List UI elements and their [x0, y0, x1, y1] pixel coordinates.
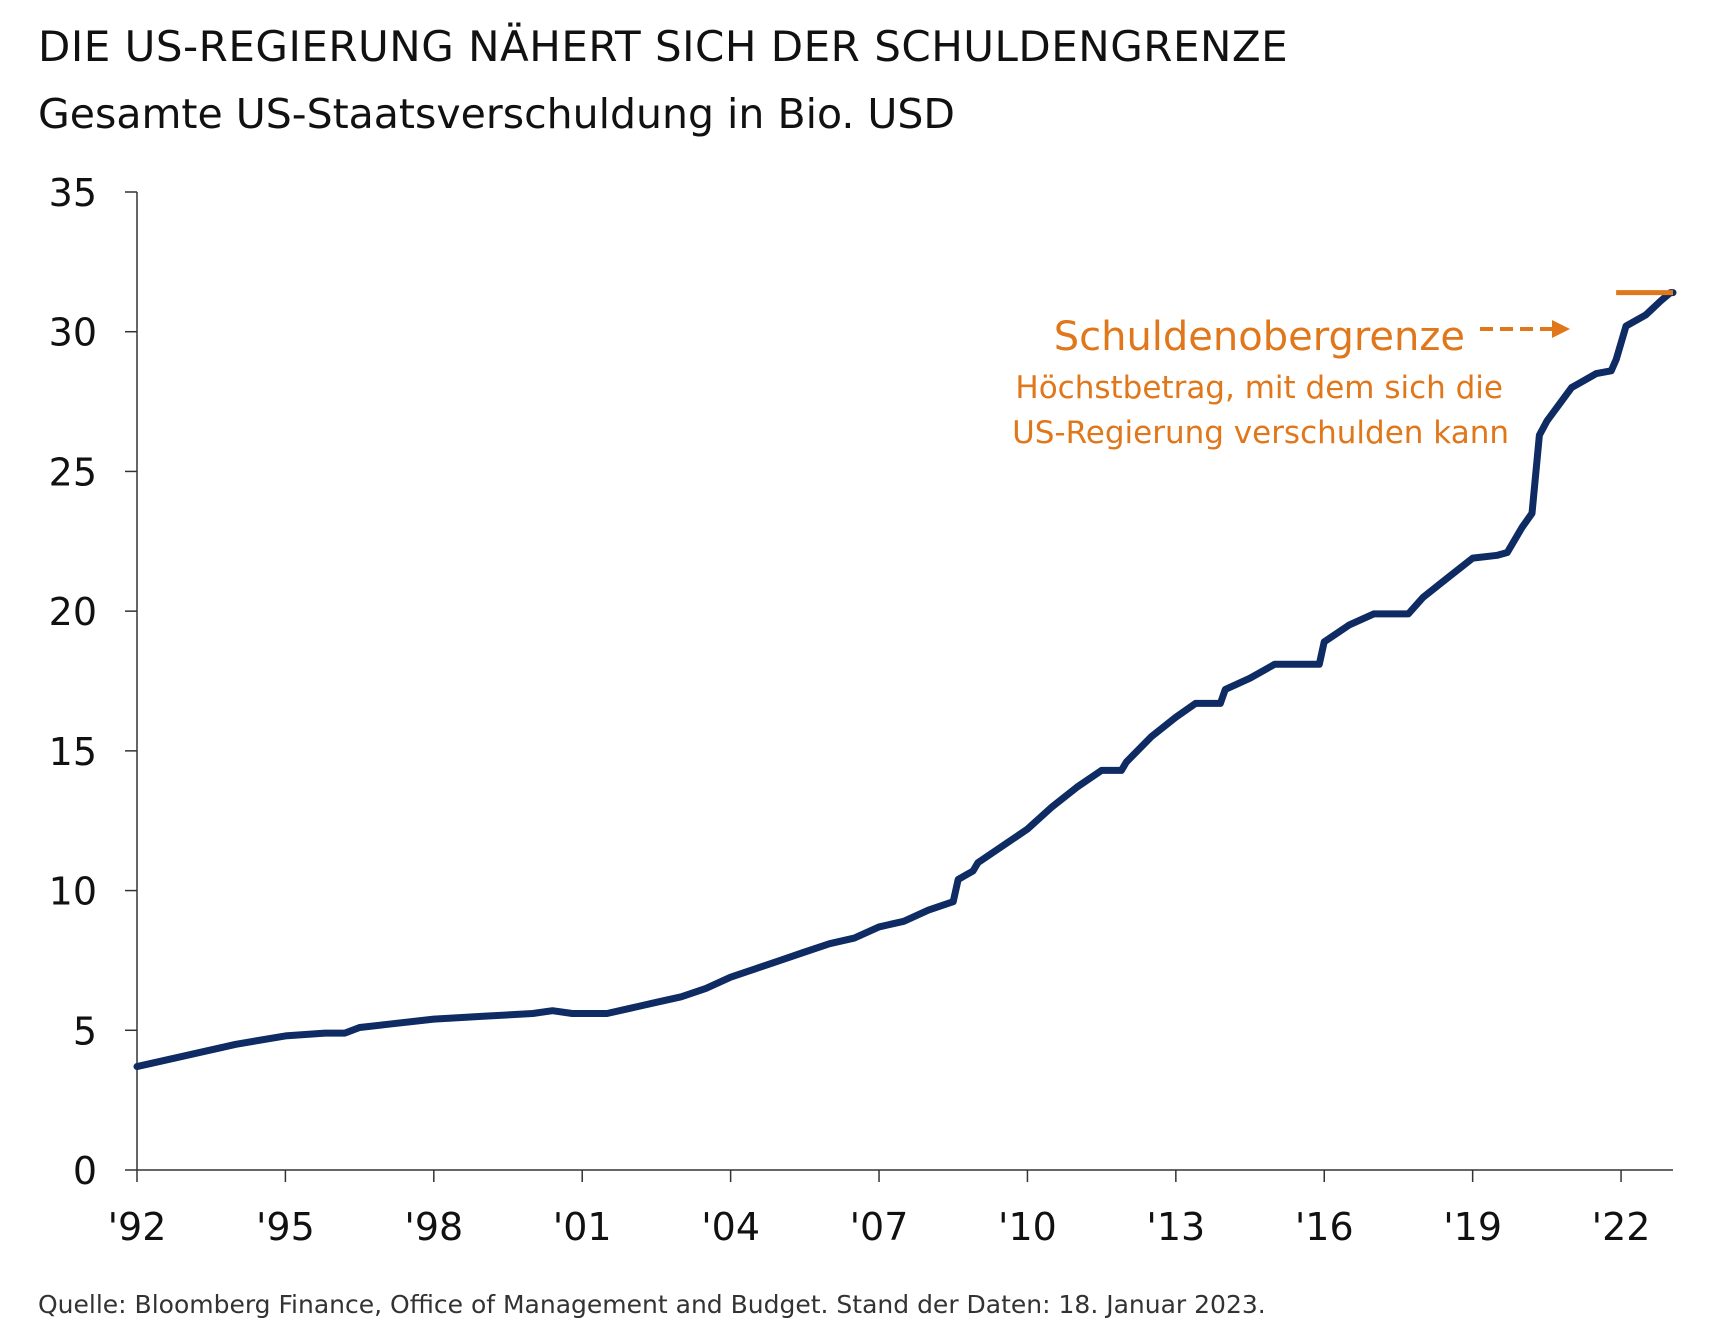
chart-subtitle: Gesamte US-Staatsverschuldung in Bio. US…: [38, 90, 955, 138]
x-axis-ticks: '92 '95 '98 '01 '04 '07 '10 '13 '16 '19 '22: [108, 1170, 1651, 1249]
y-tick-label: 0: [73, 1149, 97, 1193]
debt-series-line: [133, 289, 1677, 1071]
x-tick-label: '16: [1295, 1205, 1354, 1249]
x-tick-label: '19: [1443, 1205, 1502, 1249]
y-tick-label: 25: [49, 450, 97, 494]
y-tick-label: 35: [49, 171, 97, 215]
annotation-label: Schuldenobergrenze: [1054, 314, 1465, 360]
y-tick-label: 15: [49, 730, 97, 774]
chart-title: DIE US-REGIERUNG NÄHERT SICH DER SCHULDE…: [38, 22, 1289, 71]
chart-source: Quelle: Bloomberg Finance, Office of Man…: [38, 1290, 1266, 1319]
annotation-description-line-1: Höchstbetrag, mit dem sich die: [1015, 370, 1503, 406]
y-tick-label: 30: [49, 311, 97, 355]
annotation-description-line-2: US-Regierung verschulden kann: [1012, 415, 1509, 451]
annotation: Schuldenobergrenze Höchstbetrag, mit dem…: [1012, 314, 1570, 451]
annotation-arrow-head: [1552, 320, 1570, 338]
x-tick-label: '13: [1146, 1205, 1205, 1249]
y-tick-label: 5: [73, 1009, 97, 1053]
x-tick-label: '95: [256, 1205, 315, 1249]
y-tick-label: 10: [49, 870, 97, 914]
x-tick-label: '04: [701, 1205, 760, 1249]
x-tick-label: '01: [553, 1205, 612, 1249]
x-tick-label: '07: [850, 1205, 909, 1249]
x-tick-label: '92: [108, 1205, 167, 1249]
axes: [136, 192, 1673, 1171]
x-tick-label: '22: [1592, 1205, 1651, 1249]
x-tick-label: '10: [998, 1205, 1057, 1249]
x-tick-label: '98: [404, 1205, 463, 1249]
y-tick-label: 20: [49, 590, 97, 634]
series-layer: [133, 289, 1677, 1071]
y-axis-ticks: 0 5 10 15 20 25 30 35: [49, 171, 137, 1193]
